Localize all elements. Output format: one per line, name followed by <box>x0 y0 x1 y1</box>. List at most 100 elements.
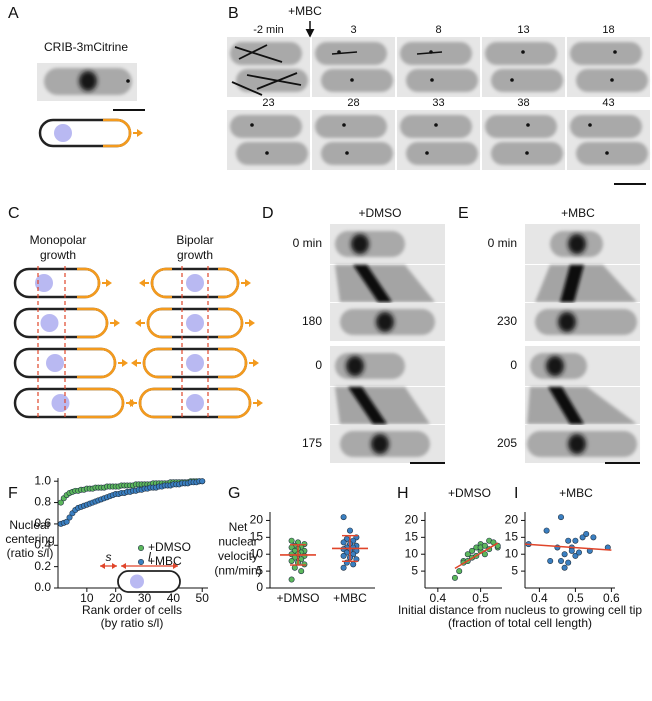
panel-label: F <box>8 485 18 502</box>
microtubule <box>246 74 302 86</box>
nucleus <box>186 394 204 412</box>
cortical-dot <box>610 78 614 82</box>
cortical-dot <box>510 78 514 82</box>
x-tick-label: 0.4 <box>429 591 446 605</box>
x-tick-label: 0.5 <box>567 591 584 605</box>
nucleus-image <box>371 434 389 454</box>
x-tick-label: +MBC <box>333 591 367 605</box>
data-point <box>565 559 572 566</box>
time-label: 18 <box>602 24 614 36</box>
data-point <box>451 574 458 581</box>
cell-image <box>315 115 387 138</box>
column-title: growth <box>40 248 76 262</box>
data-point <box>572 552 579 559</box>
panel-label: I <box>514 485 518 502</box>
nucleus <box>54 124 72 142</box>
measure-arrowhead <box>112 563 117 569</box>
growing-tip <box>142 347 172 379</box>
inset-label: l <box>148 550 151 564</box>
time-label: 175 <box>302 436 322 450</box>
cell-image <box>335 353 405 379</box>
cell-image <box>491 69 563 92</box>
y-axis-label: Net <box>229 520 248 534</box>
y-tick-label: 5 <box>256 563 263 577</box>
inset-nucleus <box>130 574 144 589</box>
data-point <box>481 542 488 549</box>
cell-image <box>400 42 472 65</box>
growing-tip <box>77 387 125 419</box>
growing-tip <box>103 118 132 148</box>
cell-image <box>236 142 308 165</box>
panel-title: CRIB-3mCitrine <box>44 40 128 54</box>
growth-arrowhead <box>135 319 141 327</box>
growth-arrowhead <box>137 129 143 137</box>
treatment-label: +MBC <box>288 4 322 18</box>
time-label: 0 min <box>293 236 322 250</box>
legend-marker <box>138 558 145 565</box>
fit-line <box>454 542 499 570</box>
cell-outline <box>13 307 109 339</box>
nucleus-image <box>568 234 586 254</box>
growing-tip <box>218 387 252 419</box>
data-point <box>561 564 568 571</box>
data-point <box>288 576 295 583</box>
y-tick-label: 20 <box>250 513 264 527</box>
cortical-dot <box>588 123 592 127</box>
microtubule <box>231 81 263 96</box>
cell-image <box>230 42 302 65</box>
panel-label: C <box>8 205 20 222</box>
data-point <box>464 551 471 558</box>
nucleus-image <box>558 312 576 332</box>
growth-arrowhead <box>131 359 137 367</box>
y-axis-label: (ratio s/l) <box>7 546 54 560</box>
panel-subtitle: +MBC <box>559 486 593 500</box>
time-label: 38 <box>517 97 529 109</box>
panel-label: H <box>397 485 409 502</box>
y-axis-label: velocity <box>218 549 258 563</box>
growth-arrowhead <box>127 399 133 407</box>
panel-label: A <box>8 5 19 22</box>
nucleus-image <box>568 434 586 454</box>
cortical-dot <box>350 78 354 82</box>
cortical-dot <box>430 78 434 82</box>
time-label: -2 min <box>253 24 284 36</box>
cortical-dot <box>425 151 429 155</box>
cell-image <box>230 115 302 138</box>
x-tick-label: 20 <box>109 591 123 605</box>
cortical-dot <box>126 79 130 83</box>
growth-arrowhead <box>122 359 128 367</box>
data-point <box>561 551 568 558</box>
time-label: 205 <box>497 436 517 450</box>
x-axis-label: (fraction of total cell length) <box>448 616 592 630</box>
fit-line <box>524 543 612 551</box>
time-label: 43 <box>602 97 614 109</box>
cortical-dot <box>345 151 349 155</box>
panel-label: B <box>228 5 239 22</box>
data-point <box>340 564 347 571</box>
kymograph-nucleus <box>560 265 584 302</box>
column-title: Bipolar <box>176 233 213 247</box>
growing-tip <box>218 347 248 379</box>
treatment-label: +DMSO <box>358 206 401 220</box>
legend-label: +DMSO <box>148 540 191 554</box>
kymograph-cell <box>535 265 637 302</box>
y-axis-label: (nm/min) <box>214 564 261 578</box>
cortical-dot <box>521 50 525 54</box>
data-point <box>340 514 347 521</box>
x-tick-label: 50 <box>196 591 210 605</box>
growth-arrowhead <box>245 279 251 287</box>
x-axis-label: Rank order of cells <box>82 603 182 617</box>
y-tick-label: 0.6 <box>34 516 51 530</box>
column-title: growth <box>177 248 213 262</box>
treatment-label: +MBC <box>561 206 595 220</box>
y-tick-label: 0 <box>256 580 263 594</box>
time-label: 0 min <box>488 236 517 250</box>
data-point <box>547 557 554 564</box>
microtubule <box>238 44 268 60</box>
growing-tip <box>138 387 172 419</box>
cell-image <box>570 115 642 138</box>
measure-arrowhead <box>121 563 126 569</box>
growth-arrowhead <box>139 279 145 287</box>
time-label: 0 <box>510 358 517 372</box>
cell-image <box>406 142 478 165</box>
